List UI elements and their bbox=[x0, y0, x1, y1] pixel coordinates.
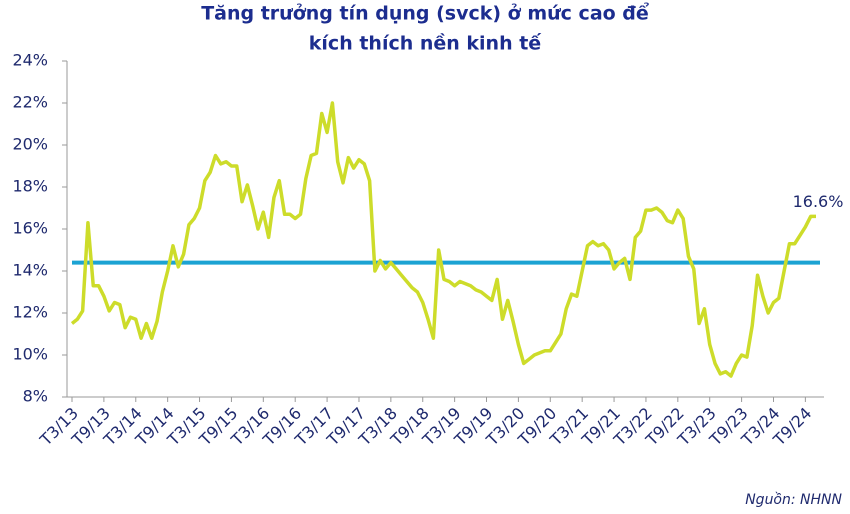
y-tick-label: 24% bbox=[12, 51, 48, 70]
y-tick-label: 12% bbox=[12, 303, 48, 322]
chart-title: Tăng trưởng tín dụng (svck) ở mức cao để bbox=[201, 2, 649, 25]
y-tick-label: 16% bbox=[12, 219, 48, 238]
y-tick-label: 18% bbox=[12, 177, 48, 196]
y-tick-label: 20% bbox=[12, 135, 48, 154]
y-tick-label: 22% bbox=[12, 93, 48, 112]
end-label: 16.6% bbox=[793, 192, 844, 211]
y-tick-label: 10% bbox=[12, 345, 48, 364]
chart-title: kích thích nền kinh tế bbox=[309, 32, 543, 55]
source: Nguồn: NHNN bbox=[745, 491, 842, 508]
y-tick-label: 8% bbox=[23, 387, 48, 406]
data-line bbox=[70, 101, 816, 378]
y-tick-label: 14% bbox=[12, 261, 48, 280]
